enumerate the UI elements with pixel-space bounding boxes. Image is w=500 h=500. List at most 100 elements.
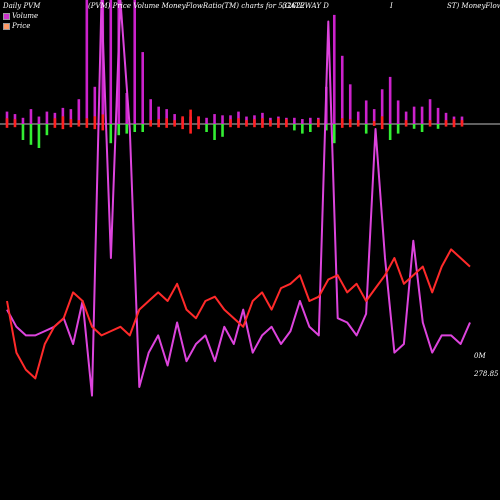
volume-bar xyxy=(45,111,49,124)
volume-bar xyxy=(125,93,129,124)
volume-bar xyxy=(69,109,73,124)
volume-bar xyxy=(364,100,368,124)
moneyflow-bar xyxy=(165,118,168,128)
legend-volume: Volume xyxy=(3,12,38,20)
volume-bar xyxy=(77,99,81,124)
moneyflow-bar xyxy=(173,120,176,127)
volume-bar xyxy=(404,111,408,124)
moneyflow-bar xyxy=(117,124,121,136)
volume-bar xyxy=(420,106,424,124)
price-last-value-label: 278.85 xyxy=(474,370,499,378)
moneyflow-bar xyxy=(69,119,73,128)
volume-bar xyxy=(149,99,152,124)
moneyflow-bar xyxy=(197,116,200,130)
pvm-last-value-label: 0M xyxy=(474,352,486,360)
moneyflow-bar xyxy=(189,109,192,134)
volume-bar xyxy=(157,106,160,124)
volume-bar xyxy=(13,114,17,124)
moneyflow-bar xyxy=(5,118,9,128)
moneyflow-bar xyxy=(460,120,464,127)
moneyflow-bar xyxy=(293,124,296,131)
volume-bar xyxy=(237,111,240,124)
volume-bar xyxy=(309,117,312,124)
volume-bar xyxy=(213,114,216,124)
moneyflow-bar xyxy=(404,120,408,127)
moneyflow-bar xyxy=(261,118,264,128)
moneyflow-bar xyxy=(213,124,216,140)
moneyflow-bar xyxy=(444,120,448,127)
volume-bar xyxy=(93,86,97,124)
volume-bar xyxy=(444,112,448,124)
moneyflow-bar xyxy=(428,120,432,127)
volume-bar xyxy=(380,89,384,124)
moneyflow-bar xyxy=(380,116,384,130)
volume-bar xyxy=(173,114,176,124)
moneyflow-bar xyxy=(229,119,232,128)
moneyflow-bar xyxy=(45,124,49,136)
moneyflow-bar xyxy=(356,120,360,127)
volume-bar xyxy=(372,109,376,124)
volume-bar xyxy=(5,111,9,124)
volume-bar xyxy=(428,99,432,124)
volume-bar xyxy=(301,119,304,124)
moneyflow-bar xyxy=(364,124,368,134)
symbol-label-a: (GATEWAY D xyxy=(282,2,329,10)
moneyflow-bar xyxy=(245,120,248,127)
chart-title: (PVM) Price Volume MoneyFlowRatio(TM) ch… xyxy=(88,2,305,10)
volume-bar xyxy=(396,100,400,124)
legend-volume-label: Volume xyxy=(12,12,39,20)
chart-type-label: Daily PVM xyxy=(3,2,41,10)
moneyflow-bar xyxy=(388,124,392,140)
pvm-line-series xyxy=(6,0,471,397)
volume-bar xyxy=(205,117,208,124)
moneyflow-bar xyxy=(85,118,89,128)
volume-bar xyxy=(61,107,65,124)
volume-bar xyxy=(29,109,33,124)
moneyflow-bar xyxy=(340,118,344,128)
moneyflow-bar xyxy=(452,119,456,128)
moneyflow-bar xyxy=(317,119,320,128)
moneyflow-bar xyxy=(101,114,105,131)
volume-bar xyxy=(21,117,25,124)
moneyflow-bar xyxy=(157,119,160,128)
moneyflow-bar xyxy=(109,124,113,144)
volume-bar xyxy=(356,111,360,124)
volume-bar xyxy=(141,52,145,124)
moneyflow-bar xyxy=(21,124,25,140)
moneyflow-bar xyxy=(125,124,129,134)
moneyflow-bar xyxy=(396,124,400,134)
moneyflow-bar xyxy=(348,119,352,128)
moneyflow-bar xyxy=(301,124,304,134)
moneyflow-bar xyxy=(221,124,224,137)
moneyflow-bar xyxy=(93,116,97,130)
volume-bar xyxy=(388,76,392,124)
moneyflow-bar xyxy=(277,118,280,128)
moneyflow-bar xyxy=(141,124,145,132)
legend-price-swatch xyxy=(3,22,10,30)
moneyflow-bar xyxy=(149,120,152,127)
legend-price-label: Price xyxy=(12,22,31,30)
moneyflow-bar xyxy=(253,119,256,128)
moneyflow-bar xyxy=(324,124,328,131)
volume-bar xyxy=(412,106,416,124)
volume-bar xyxy=(109,0,113,124)
symbol-label-b: I xyxy=(390,2,393,10)
moneyflow-bar xyxy=(269,120,272,127)
moneyflow-bar xyxy=(37,124,41,148)
moneyflow-bar xyxy=(237,118,240,128)
symbol-label-c: ST) MoneyFlow xyxy=(447,2,500,10)
volume-bar xyxy=(85,0,89,124)
volume-bar xyxy=(221,115,224,124)
moneyflow-bar xyxy=(61,116,65,130)
moneyflow-bar xyxy=(133,124,137,132)
moneyflow-bar xyxy=(13,119,17,128)
price-line-series xyxy=(6,248,471,380)
volume-bar xyxy=(332,14,336,125)
moneyflow-bar xyxy=(77,120,81,127)
moneyflow-bar xyxy=(285,119,288,128)
moneyflow-bar xyxy=(181,116,184,130)
volume-bar xyxy=(340,55,344,124)
legend-volume-swatch xyxy=(3,12,10,20)
